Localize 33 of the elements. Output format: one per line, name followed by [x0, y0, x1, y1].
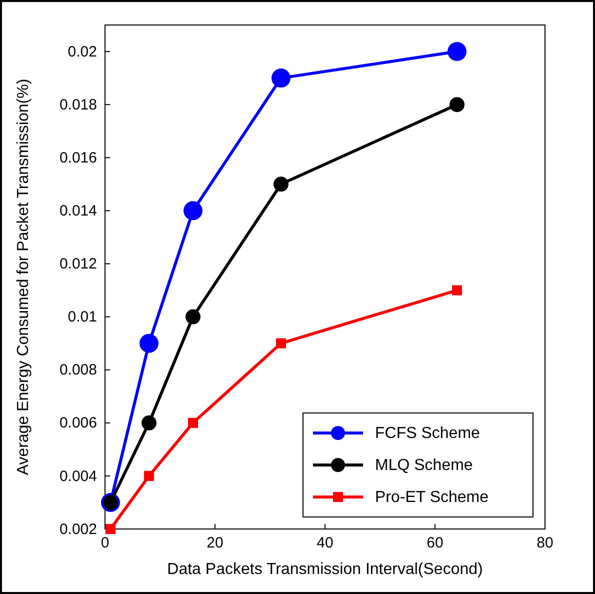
point [140, 334, 158, 353]
point [276, 338, 286, 348]
point [184, 201, 202, 220]
point [452, 285, 462, 296]
y-tick-label: 0.01 [68, 308, 97, 326]
point [448, 42, 466, 62]
point [142, 415, 156, 430]
y-tick-label: 0.02 [68, 43, 97, 60]
point [188, 418, 198, 428]
point [106, 524, 116, 534]
y-tick-label: 0.012 [59, 256, 97, 273]
y-tick-label: 0.014 [59, 202, 97, 220]
point [144, 470, 154, 481]
y-tick-label: 0.016 [59, 149, 97, 166]
y-tick-label: 0.006 [59, 414, 97, 432]
x-tick-label: 20 [206, 534, 224, 552]
x-tick-label: 40 [316, 534, 334, 552]
legend-label: MLQ Scheme [375, 457, 473, 474]
point [450, 97, 464, 112]
point [272, 68, 290, 88]
point [274, 176, 288, 192]
legend-label: Pro-ET Scheme [375, 489, 489, 506]
x-tick-label: 60 [426, 534, 444, 552]
x-axis-title: Data Packets Transmission Interval(Second) [167, 561, 483, 578]
y-tick-label: 0.008 [59, 362, 97, 379]
y-axis-title: Average Energy Consumed for Packet Transmission(%) [15, 78, 32, 476]
y-tick-label: 0.004 [59, 468, 97, 485]
x-tick-label: 0 [100, 534, 110, 552]
y-tick-label: 0.002 [59, 520, 97, 538]
legend-label: FCFS Scheme [375, 425, 480, 442]
x-tick-label: 80 [536, 534, 554, 552]
point [186, 309, 200, 324]
y-tick-label: 0.018 [59, 96, 97, 114]
